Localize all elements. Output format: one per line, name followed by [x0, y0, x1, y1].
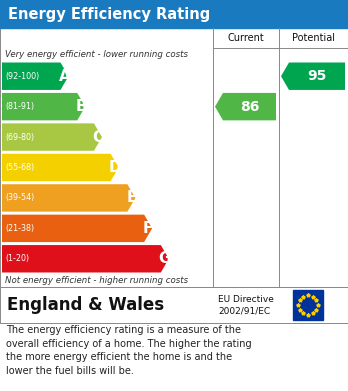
Text: Potential: Potential: [292, 33, 335, 43]
Bar: [0, 0, 348, 28]
Bar: [0, 287, 348, 323]
Text: England & Wales: England & Wales: [7, 296, 164, 314]
Text: (21-38): (21-38): [5, 224, 34, 233]
Polygon shape: [2, 215, 152, 242]
Polygon shape: [2, 245, 169, 273]
Text: A: A: [59, 69, 70, 84]
Text: (39-54): (39-54): [5, 194, 34, 203]
Text: G: G: [159, 251, 171, 266]
Text: (92-100): (92-100): [5, 72, 39, 81]
Text: EU Directive: EU Directive: [218, 296, 274, 305]
Text: (1-20): (1-20): [5, 254, 29, 263]
Text: 2002/91/EC: 2002/91/EC: [218, 307, 270, 316]
Polygon shape: [2, 63, 69, 90]
Bar: [0, 28, 348, 287]
Text: Not energy efficient - higher running costs: Not energy efficient - higher running co…: [5, 276, 188, 285]
Text: 86: 86: [240, 100, 259, 114]
Polygon shape: [2, 154, 119, 181]
Polygon shape: [2, 93, 85, 120]
Text: (69-80): (69-80): [5, 133, 34, 142]
Polygon shape: [2, 123, 102, 151]
Text: Current: Current: [228, 33, 264, 43]
Text: 95: 95: [307, 69, 327, 83]
Bar: [293, 290, 323, 320]
Text: E: E: [126, 190, 136, 205]
Text: (55-68): (55-68): [5, 163, 34, 172]
Polygon shape: [281, 63, 345, 90]
Text: B: B: [76, 99, 87, 114]
Text: C: C: [93, 129, 103, 145]
Text: The energy efficiency rating is a measure of the
overall efficiency of a home. T: The energy efficiency rating is a measur…: [6, 325, 252, 376]
Text: (81-91): (81-91): [5, 102, 34, 111]
Text: Very energy efficient - lower running costs: Very energy efficient - lower running co…: [5, 50, 188, 59]
Text: Energy Efficiency Rating: Energy Efficiency Rating: [8, 7, 210, 22]
Text: F: F: [143, 221, 153, 236]
Polygon shape: [2, 184, 135, 212]
Text: D: D: [108, 160, 121, 175]
Polygon shape: [215, 93, 276, 120]
